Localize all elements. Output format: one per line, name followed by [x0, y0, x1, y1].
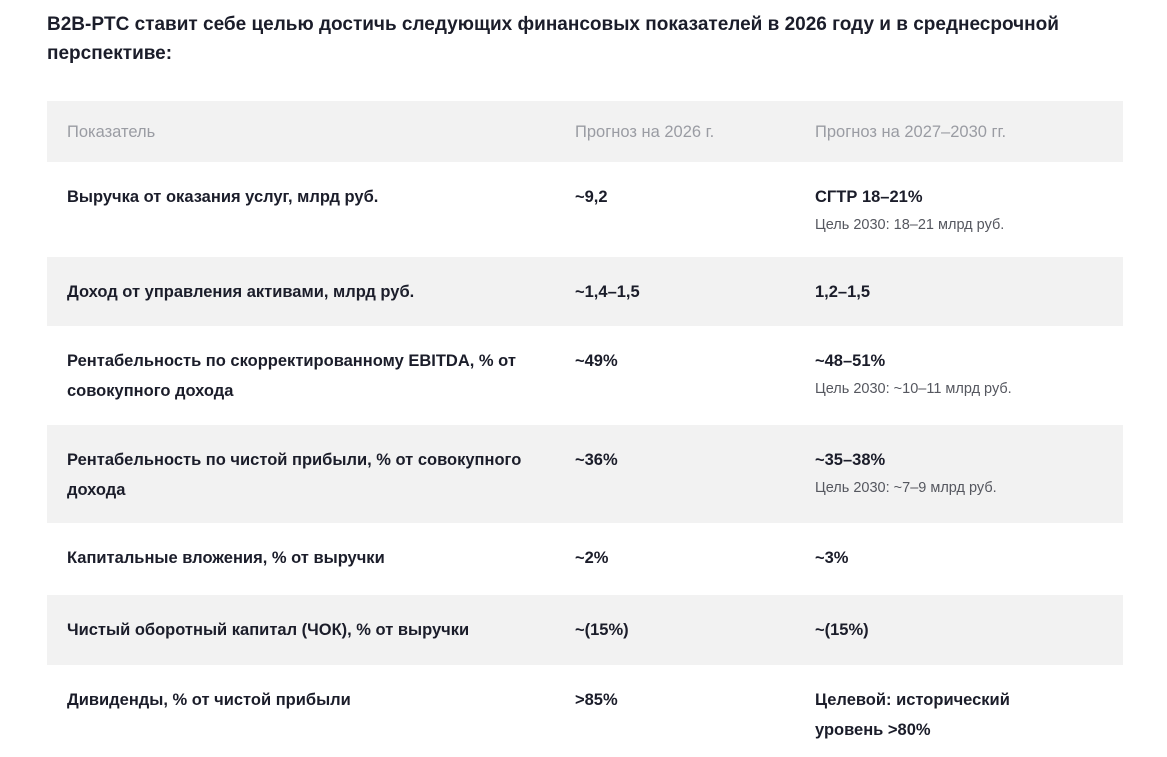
header-metric: Показатель [67, 122, 156, 141]
forecast-2030-value: ~35–38% [815, 451, 886, 469]
header-forecast-2027-2030: Прогноз на 2027–2030 гг. [815, 122, 1007, 141]
forecast-2030-cell: ~35–38% Цель 2030: ~7–9 млрд руб. [795, 445, 1123, 523]
forecast-2026-cell: ~9,2 [575, 188, 608, 206]
table-row: Рентабельность по скорректированному EBI… [47, 326, 1123, 425]
forecast-2030-cell: Целевой: исторический уровень >80% [815, 691, 1010, 739]
forecast-2026-cell: ~(15%) [575, 621, 629, 639]
table-header-row: Показатель Прогноз на 2026 г. Прогноз на… [47, 101, 1123, 162]
table-row: Дивиденды, % от чистой прибыли >85% Целе… [47, 665, 1123, 757]
intro-paragraph: B2B-PTC ставит себе целью достичь следую… [47, 14, 1059, 64]
header-forecast-2026: Прогноз на 2026 г. [575, 122, 715, 141]
table-row: Доход от управления активами, млрд руб. … [47, 257, 1123, 326]
metric-cell: Рентабельность по скорректированному EBI… [67, 352, 516, 400]
forecast-2030-note: Цель 2030: 18–21 млрд руб. [815, 217, 1005, 233]
metric-cell: Выручка от оказания услуг, млрд руб. [67, 188, 379, 206]
forecast-2026-cell: ~36% [575, 451, 618, 469]
forecast-2026-cell: ~2% [575, 549, 609, 567]
metric-cell: Рентабельность по чистой прибыли, % от с… [67, 451, 522, 499]
metric-cell: Дивиденды, % от чистой прибыли [67, 691, 351, 709]
forecast-2030-note: Цель 2030: ~10–11 млрд руб. [815, 381, 1012, 397]
forecast-2030-cell: ~(15%) [815, 621, 869, 639]
table-row: Чистый оборотный капитал (ЧОК), % от выр… [47, 595, 1123, 665]
forecast-2026-cell: ~49% [575, 352, 618, 370]
table-row: Капитальные вложения, % от выручки ~2% ~… [47, 523, 1123, 595]
metric-cell: Доход от управления активами, млрд руб. [67, 283, 415, 301]
forecast-2030-value: ~48–51% [815, 352, 886, 370]
table-row: Рентабельность по чистой прибыли, % от с… [47, 425, 1123, 523]
forecast-2026-cell: ~1,4–1,5 [575, 283, 640, 301]
table-row: Выручка от оказания услуг, млрд руб. ~9,… [47, 162, 1123, 257]
forecast-2030-cell: 1,2–1,5 [815, 283, 871, 301]
forecast-2026-cell: >85% [575, 691, 618, 709]
metric-cell: Капитальные вложения, % от выручки [67, 549, 385, 567]
forecast-2030-note: Цель 2030: ~7–9 млрд руб. [815, 480, 997, 496]
metric-cell: Чистый оборотный капитал (ЧОК), % от выр… [67, 621, 470, 639]
forecast-2030-cell: ~3% [815, 549, 849, 567]
forecast-2030-cell: CГТР 18–21% Цель 2030: 18–21 млрд руб. [795, 182, 1123, 257]
forecast-2030-value: CГТР 18–21% [815, 188, 923, 206]
financial-targets-table: Показатель Прогноз на 2026 г. Прогноз на… [47, 101, 1123, 757]
forecast-2030-cell: ~48–51% Цель 2030: ~10–11 млрд руб. [795, 346, 1123, 425]
